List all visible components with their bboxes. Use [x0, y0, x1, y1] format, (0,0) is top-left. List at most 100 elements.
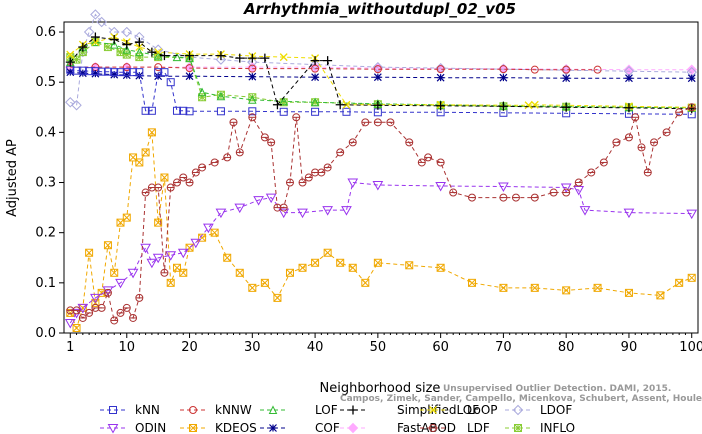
series-cof-point [248, 72, 257, 81]
series-kdeos-point [361, 278, 370, 287]
legend-item-ldf: LDF [420, 421, 490, 434]
series-kdeos-point [91, 298, 100, 307]
series-kdeos-point-marker-detail [72, 324, 81, 332]
series-kdeos-point [656, 291, 665, 300]
series-knnw-point [530, 65, 539, 74]
series-odin-point [435, 182, 446, 192]
series-kdeos-point-marker-detail [135, 158, 144, 167]
series-kdeos-point-marker-detail [311, 258, 319, 267]
chart-title: Arrhythmia_withoutdupl_02_v05 [243, 0, 516, 18]
watermark-line-1: Unsupervised Outlier Detection. DAMI, 20… [443, 384, 671, 394]
x-tick-label: 40 [307, 340, 324, 355]
series-kdeos-point [141, 148, 150, 157]
series-odin-point [253, 196, 264, 206]
legend-label-cof: COF [315, 421, 340, 434]
series-kdeos-point-marker-detail [210, 228, 219, 237]
series-kdeos-point-marker-detail [593, 284, 602, 292]
series-knn-point [248, 107, 257, 116]
series-kdeos-point-marker-detail [261, 278, 269, 287]
legend-item-odin: ODIN [100, 421, 166, 434]
series-odin-point [64, 318, 76, 329]
series-kdeos-point [323, 248, 332, 257]
series-kdeos-point-marker-detail [179, 268, 188, 277]
series-ldof-point [83, 26, 95, 38]
series-cof-point [625, 74, 633, 83]
series-kdeos-point [185, 243, 194, 252]
series-inflo-point-marker-detail [311, 98, 319, 107]
series-knn-point [91, 67, 100, 76]
series-simplifiedlof-point [272, 100, 282, 110]
series-knn-point [122, 68, 131, 77]
series-cof-point [185, 72, 194, 81]
legend-label-ldof: LDOF [540, 403, 572, 417]
series-lof-point [172, 52, 182, 62]
series-knn-point [311, 107, 320, 116]
series-odin-point [102, 286, 114, 296]
watermark-line-2: Campos, Zimek, Sander, Campello, Micenko… [340, 394, 702, 404]
series-inflo-point-marker-detail [217, 90, 225, 99]
legend-label-lof: LOF [315, 403, 338, 417]
series-kdeos-point-marker-detail [530, 284, 539, 292]
series-kdeos-point [348, 263, 357, 272]
series-knn-point [185, 107, 194, 116]
series-kdeos-point [562, 286, 571, 295]
legend-label-odin: ODIN [135, 421, 166, 434]
series-kdeos-point-marker-detail [361, 278, 370, 287]
series-kdeos-point [103, 241, 112, 250]
x-tick-label: 90 [621, 340, 638, 355]
legend-swatch-marker [268, 405, 278, 414]
series-odin-point [322, 206, 333, 216]
series-cof-point [91, 69, 100, 78]
series-odin-point [115, 278, 126, 289]
series-odin-point [347, 178, 359, 189]
series-kdeos-point-marker-detail [166, 278, 175, 287]
series-odin-point [165, 251, 177, 261]
series-kdeos-point [373, 258, 382, 267]
legend-item-lof: LOF [260, 403, 338, 417]
series-inflo-point-marker-detail [72, 55, 81, 64]
series-cof-point [499, 73, 508, 82]
series-cof-point [110, 70, 119, 79]
legend-swatch-marker-marker-detail [514, 424, 522, 432]
series-odin-point [341, 206, 352, 216]
series-simplifiedlof-point [310, 56, 320, 66]
series-kdeos-point [129, 153, 138, 162]
series-cof [66, 68, 696, 83]
series-knnw-point [122, 63, 131, 72]
y-tick-label: 0.4 [35, 125, 56, 140]
series-kdeos-point-marker-detail [656, 291, 665, 300]
series-simplifiedlof-point [436, 101, 446, 111]
series-cof-point [66, 68, 75, 77]
series-simplifiedlof-point [323, 56, 333, 66]
series-kdeos-point [179, 268, 188, 277]
series-kdeos-point [687, 273, 696, 282]
series-ldf-line [70, 106, 692, 322]
series-simplifiedlof-point [235, 53, 245, 63]
series-lof-point [197, 87, 207, 97]
series-kdeos-point [499, 283, 508, 292]
series-odin-line [69, 181, 692, 324]
series-odin-point [573, 186, 585, 196]
series-odin-point [297, 208, 308, 219]
series-inflo-point-marker-detail [154, 53, 163, 61]
series-kdeos-point-marker-detail [154, 218, 163, 227]
series-odin-point [372, 181, 384, 191]
series-kdeos-point-marker-detail [148, 128, 156, 137]
series-kdeos-point [154, 218, 163, 227]
series-odin-point [190, 238, 202, 249]
series-knn-point [160, 68, 169, 77]
legend-item-kdeos: KDEOS [180, 421, 257, 434]
series-knn-point [141, 106, 150, 115]
series-inflo-point-marker-detail [122, 50, 131, 59]
series-simplifiedlof-point [65, 57, 75, 67]
series-knnw-line [70, 66, 598, 71]
series-cof-point [154, 72, 163, 81]
series-odin-point [234, 203, 246, 214]
series-inflo-point-marker-detail [135, 53, 144, 61]
series-kdeos-point [135, 158, 144, 167]
series-knnw-point [562, 65, 571, 74]
series-loop-point [279, 53, 288, 62]
series-lof-point [135, 47, 144, 57]
series-knn-point [154, 68, 163, 77]
legend-swatch-marker-marker-detail [189, 424, 197, 432]
